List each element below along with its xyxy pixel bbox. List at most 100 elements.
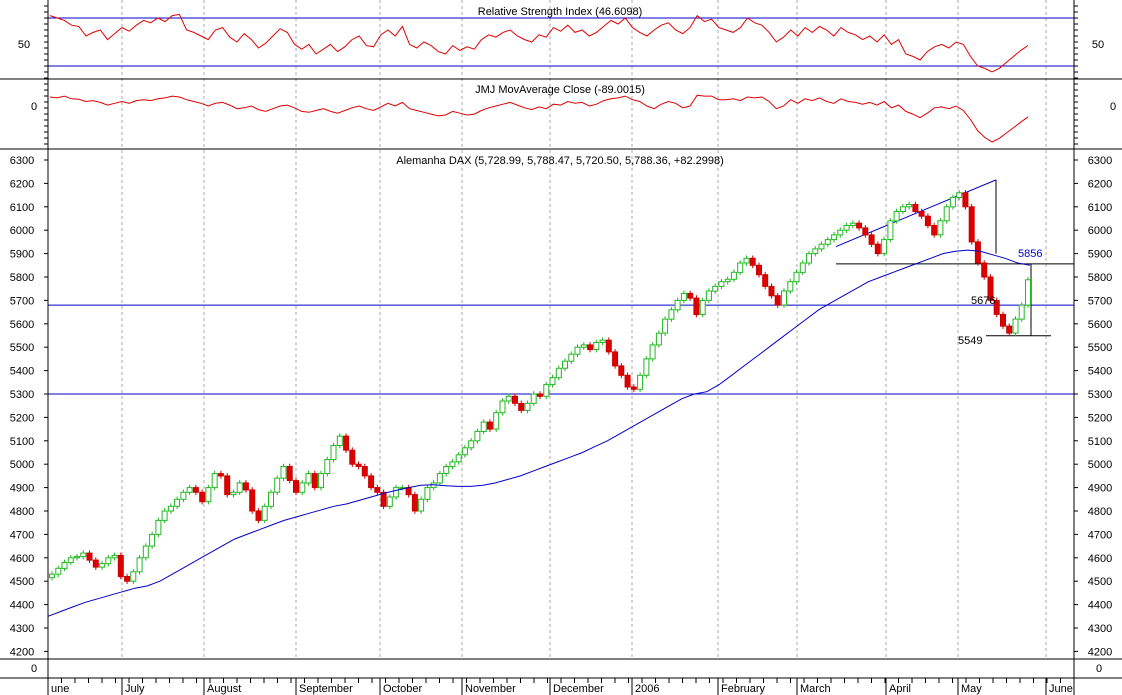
candle-up <box>680 292 687 301</box>
price-y-tick-label: 5900 <box>10 249 34 261</box>
candle-up <box>824 239 831 245</box>
candle-up <box>562 360 568 369</box>
candle-down <box>624 374 631 388</box>
candle-up <box>211 473 218 489</box>
candle-down <box>242 482 249 491</box>
jmj-panel: JMJ MovAverage Close (-89.0015) 0 0 <box>31 84 1116 143</box>
candle-up <box>474 430 481 442</box>
candle-down <box>518 402 525 411</box>
x-tick-label: April <box>889 683 911 695</box>
candle-down <box>355 463 362 468</box>
candle-down <box>993 299 1000 315</box>
candle-up <box>105 557 112 565</box>
candle-down <box>86 552 93 561</box>
candle-down <box>124 576 131 582</box>
candle-up <box>906 204 913 208</box>
candle-up <box>61 562 68 569</box>
price-y-tick-label: 4400 <box>10 600 34 612</box>
candle-up <box>318 473 324 489</box>
candle-up <box>643 358 650 376</box>
candle-up <box>674 299 681 311</box>
rsi-line <box>49 13 1029 73</box>
price-y-tick-label: 5300 <box>1088 389 1112 401</box>
price-y-tick-label: 0 <box>1096 663 1102 675</box>
x-tick-label: une <box>51 683 69 695</box>
candle-up <box>599 339 606 344</box>
candle-up <box>174 498 181 507</box>
candle-up <box>843 225 850 231</box>
price-y-tick-label: 4400 <box>1088 600 1112 612</box>
candle-up <box>543 384 550 397</box>
candle-down <box>117 555 124 578</box>
candle-up <box>130 571 137 582</box>
jmj-y-tick-label: 0 <box>31 101 37 113</box>
price-y-tick-label: 4700 <box>1088 529 1112 541</box>
candle-up <box>737 262 744 273</box>
price-y-tick-label: 5100 <box>10 436 34 448</box>
price-y-tick-label: 4800 <box>10 506 34 518</box>
price-y-tick-label: 6000 <box>10 225 34 237</box>
price-y-tick-label: 4200 <box>10 646 34 658</box>
candle-up <box>274 477 281 493</box>
candle-down <box>1006 325 1013 334</box>
x-tick-label: July <box>125 683 145 695</box>
price-title: Alemanha DAX (5,728.99, 5,788.47, 5,720.… <box>396 155 724 167</box>
candle-up <box>505 395 512 402</box>
x-tick-label: October <box>383 683 422 695</box>
candle-up <box>49 573 55 579</box>
candle-up <box>781 290 787 306</box>
candle-up <box>499 400 506 414</box>
price-y-tick-label: 5800 <box>1088 272 1112 284</box>
x-tick-label: May <box>961 683 982 695</box>
price-y-tick-label: 5300 <box>10 389 34 401</box>
price-y-tick-label: 5500 <box>10 342 34 354</box>
candle-up <box>806 253 812 264</box>
candle-up <box>142 545 149 559</box>
candle-down <box>199 491 206 503</box>
candle-down <box>762 274 769 287</box>
candle-up <box>236 482 243 493</box>
price-y-tick-label: 5600 <box>10 319 34 331</box>
candle-up <box>67 557 74 563</box>
candle-down <box>349 449 356 465</box>
candle-up <box>718 281 725 287</box>
candle-down <box>587 344 594 351</box>
price-y-tick-label: 4300 <box>10 623 34 635</box>
jmj-y-tick-label: 0 <box>1110 101 1116 113</box>
candle-up <box>443 466 450 474</box>
candle-up <box>74 556 80 559</box>
candle-down <box>931 225 938 236</box>
candle-up <box>186 487 193 493</box>
candle-up <box>330 445 337 460</box>
x-tick-label: September <box>299 683 353 695</box>
price-y-tick-label: 5200 <box>1088 412 1112 424</box>
price-y-tick-label: 4200 <box>1088 646 1112 658</box>
price-y-tick-label: 6100 <box>1088 202 1112 214</box>
price-y-tick-label: 4300 <box>1088 623 1112 635</box>
candle-down <box>924 215 931 227</box>
candle-up <box>99 563 106 568</box>
candle-down <box>862 227 869 236</box>
price-y-tick-label: 4900 <box>1088 483 1112 495</box>
candle-up <box>155 519 162 535</box>
candle-down <box>380 491 387 507</box>
candle-down <box>368 475 375 489</box>
price-y-tick-label: 5000 <box>1088 459 1112 471</box>
candle-up <box>899 206 906 213</box>
price-y-tick-label: 4800 <box>1088 506 1112 518</box>
candle-down <box>361 466 368 477</box>
price-y-tick-label: 5800 <box>10 272 34 284</box>
candle-up <box>568 353 575 362</box>
price-y-tick-label: 4600 <box>1088 553 1112 565</box>
candle-down <box>693 297 700 316</box>
candle-up <box>662 318 669 334</box>
candle-up <box>524 402 531 411</box>
candle-up <box>230 491 237 496</box>
price-y-tick-label: 6200 <box>10 178 34 190</box>
annotation-5676: 5676 <box>971 295 995 307</box>
candle-up <box>530 393 537 404</box>
x-tick-label: March <box>800 683 831 695</box>
